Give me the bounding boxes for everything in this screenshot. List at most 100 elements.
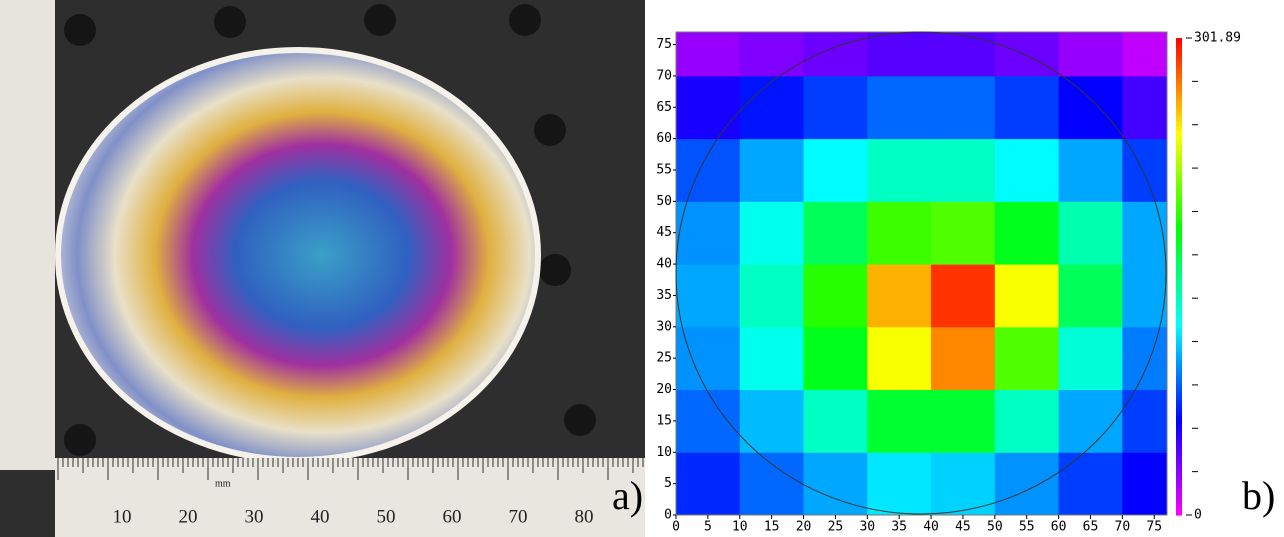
colorbar-swatch [1176,356,1182,361]
ruler-label: 20 [179,506,198,527]
colorbar-swatch [1176,261,1182,266]
colorbar-swatch [1176,98,1182,103]
colorbar-swatch [1176,380,1182,385]
x-tick-label: 45 [955,520,971,535]
heat-cell [931,264,995,327]
heat-cell [995,264,1059,327]
colorbar-swatch [1176,499,1182,504]
heat-cell [676,76,740,139]
ruler-label: 50 [377,506,396,527]
heat-cell [931,13,995,76]
colorbar-swatch [1176,424,1182,429]
heat-cell [740,201,804,264]
heat-cell [740,264,804,327]
colorbar-swatch [1176,340,1182,345]
colorbar-swatch [1176,320,1182,325]
heat-cell [676,201,740,264]
colorbar-swatch [1176,316,1182,321]
colorbar-swatch [1176,503,1182,508]
colorbar-swatch [1176,284,1182,289]
colorbar-swatch [1176,237,1182,242]
colorbar-swatch [1176,416,1182,421]
colorbar-swatch [1176,233,1182,238]
x-tick-label: 55 [1019,520,1035,535]
colorbar-swatch [1176,483,1182,488]
colorbar-swatch [1176,300,1182,305]
colorbar-swatch [1176,189,1182,194]
colorbar-swatch [1176,288,1182,293]
colorbar-swatch [1176,273,1182,278]
x-tick-label: 40 [923,520,939,535]
colorbar-swatch [1176,78,1182,83]
heat-cell [1059,139,1123,202]
y-tick-label: 75 [656,37,672,52]
x-tick-label: 5 [704,520,712,535]
colorbar-swatch [1176,213,1182,218]
colorbar-swatch [1176,451,1182,456]
colorbar-swatch [1176,408,1182,413]
colorbar-swatch [1176,133,1182,138]
heat-cell [867,452,931,515]
colorbar-swatch [1176,125,1182,130]
colorbar-swatch [1176,129,1182,134]
colorbar-swatch [1176,161,1182,166]
colorbar-swatch [1176,277,1182,282]
colorbar-swatch [1176,344,1182,349]
colorbar-swatch [1176,511,1182,516]
colorbar-swatch [1176,312,1182,317]
colorbar-swatch [1176,360,1182,365]
colorbar-swatch [1176,94,1182,99]
x-tick-label: 50 [987,520,1003,535]
heat-cell [931,390,995,453]
x-tick-label: 35 [891,520,907,535]
panel-label: b) [1242,473,1275,518]
heat-cell [804,264,868,327]
colorbar-swatch [1176,253,1182,258]
heat-cell [676,139,740,202]
colorbar-swatch [1176,173,1182,178]
ruler-label: 60 [443,506,462,527]
heat-cell [931,452,995,515]
colorbar-swatch [1176,475,1182,480]
bottom-ruler [55,458,645,537]
heat-cell [740,452,804,515]
heat-cell [804,13,868,76]
heat-cell [1059,264,1123,327]
colorbar-swatch [1176,455,1182,460]
colorbar-swatch [1176,376,1182,381]
colorbar-swatch [1176,491,1182,496]
photo: mm a) [0,0,645,537]
heat-cell [867,201,931,264]
colorbar-swatch [1176,42,1182,47]
x-tick-label: 10 [732,520,748,535]
side-ruler [0,0,55,470]
heat-cell [740,139,804,202]
x-tick-label: 65 [1083,520,1099,535]
colorbar-swatch [1176,428,1182,433]
x-tick-label: 0 [672,520,680,535]
colorbar-swatch [1176,304,1182,309]
heat-cell [931,139,995,202]
y-tick-label: 20 [656,382,672,397]
colorbar-swatch [1176,229,1182,234]
heat-cell [1059,390,1123,453]
colorbar-swatch [1176,436,1182,441]
y-tick-label: 30 [656,319,672,334]
colorbar-swatch [1176,201,1182,206]
colorbar-swatch [1176,269,1182,274]
heat-cell [995,76,1059,139]
colorbar-swatch [1176,137,1182,142]
y-tick-label: 40 [656,257,672,272]
colorbar-swatch [1176,225,1182,230]
heat-cell [676,264,740,327]
colorbar-swatch [1176,479,1182,484]
colorbar-swatch [1176,257,1182,262]
heat-cell [931,327,995,390]
colorbar-swatch [1176,467,1182,472]
ruler-label: 40 [311,506,330,527]
colorbar-swatch [1176,487,1182,492]
colorbar-swatch [1176,193,1182,198]
heat-cell [740,390,804,453]
heat-cell [995,452,1059,515]
y-tick-label: 15 [656,413,672,428]
